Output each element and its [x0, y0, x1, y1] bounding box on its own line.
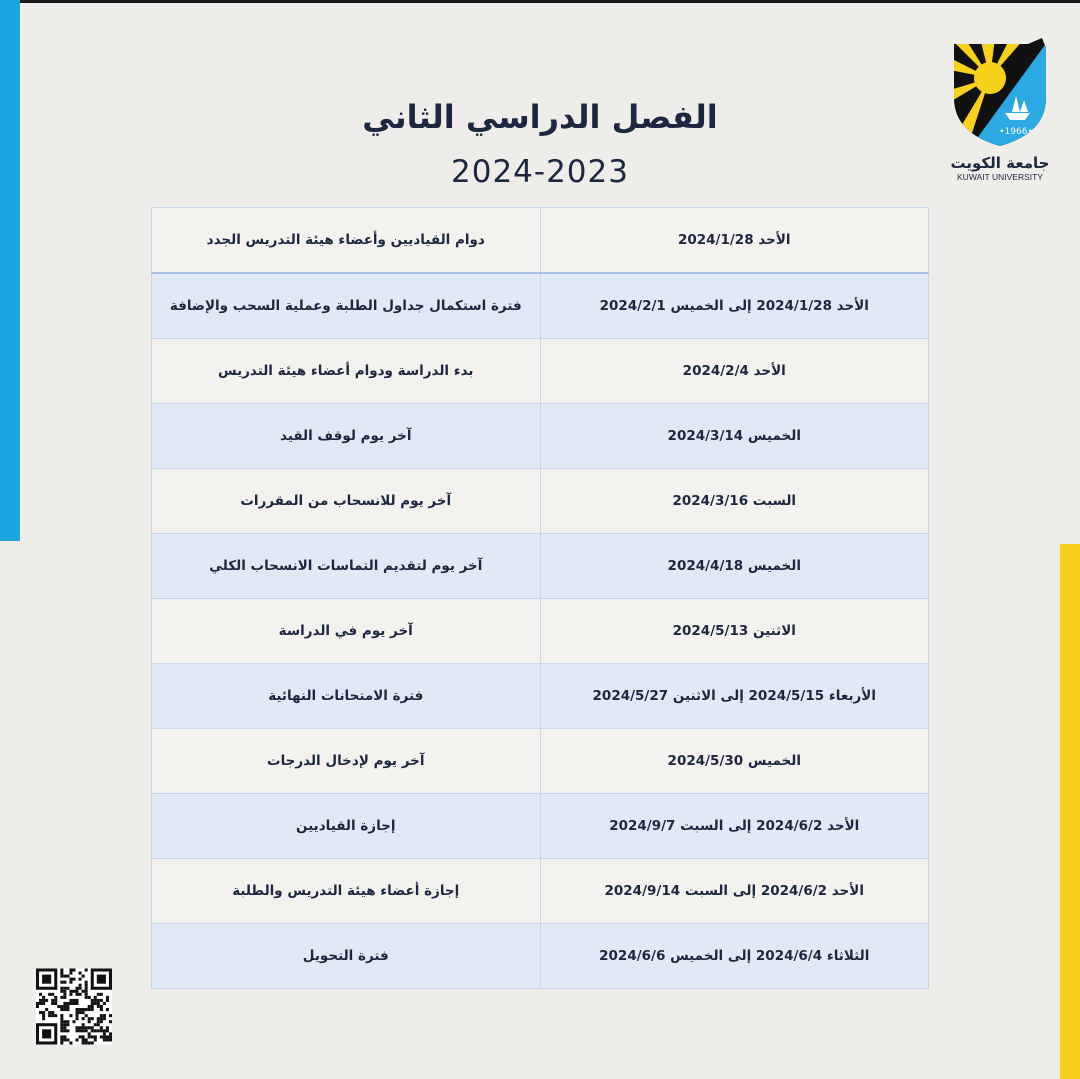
right-accent-bar: [1060, 544, 1080, 1079]
event-cell: آخر يوم للانسحاب من المقررات: [151, 468, 541, 534]
event-cell: إجازة أعضاء هيئة التدريس والطلبة: [151, 858, 541, 924]
table-row: الاثنين 2024/5/13 آخر يوم في الدراسة: [151, 598, 929, 664]
table-row: الخميس 2024/4/18 آخر يوم لتقديم التماسات …: [151, 533, 929, 599]
table-row: الأحد 2024/1/28 دوام القياديين وأعضاء هيئ…: [151, 207, 929, 274]
academic-year: 2024-2023: [451, 154, 629, 190]
event-cell: آخر يوم لتقديم التماسات الانسحاب الكلي: [151, 533, 541, 599]
table-row: الأحد 2024/2/4 بدء الدراسة ودوام أعضاء هي…: [151, 338, 929, 404]
date-cell: الأربعاء 2024/5/15 إلى الاثنين 2024/5/27: [539, 663, 929, 729]
table-row: الأحد 2024/6/2 إلى السبت 2024/9/14 إجازة …: [151, 858, 929, 924]
event-cell: آخر يوم في الدراسة: [151, 598, 541, 664]
table-row: الأربعاء 2024/5/15 إلى الاثنين 2024/5/27…: [151, 663, 929, 729]
table-row: الثلاثاء 2024/6/4 إلى الخميس 2024/6/6 فتر…: [151, 923, 929, 989]
left-accent-bar: [0, 0, 20, 541]
date-cell: الخميس 2024/5/30: [539, 728, 929, 794]
university-name-ar: جامعة الكويت: [950, 154, 1050, 172]
table-row: الأحد 2024/6/2 إلى السبت 2024/9/7 إجازة ا…: [151, 793, 929, 859]
table-row: الأحد 2024/1/28 إلى الخميس 2024/2/1 فترة …: [151, 272, 929, 339]
university-crest-icon: •1966•: [954, 38, 1046, 146]
event-cell: آخر يوم لإدخال الدرجات: [151, 728, 541, 794]
date-cell: الأحد 2024/6/2 إلى السبت 2024/9/7: [539, 793, 929, 859]
qr-code-icon: [36, 968, 112, 1045]
date-cell: الأحد 2024/1/28: [539, 207, 929, 274]
university-logo: •1966• جامعة الكويت KUWAIT UNIVERSITY: [950, 38, 1050, 182]
calendar-table: الأحد 2024/1/28 دوام القياديين وأعضاء هيئ…: [151, 207, 929, 989]
date-cell: السبت 2024/3/16: [539, 468, 929, 534]
table-row: الخميس 2024/5/30 آخر يوم لإدخال الدرجات: [151, 728, 929, 794]
page-title: الفصل الدراسي الثاني: [362, 98, 718, 136]
table-row: الخميس 2024/3/14 آخر يوم لوقف القيد: [151, 403, 929, 469]
date-cell: الأحد 2024/1/28 إلى الخميس 2024/2/1: [539, 272, 929, 339]
date-cell: الثلاثاء 2024/6/4 إلى الخميس 2024/6/6: [539, 923, 929, 989]
table-row: السبت 2024/3/16 آخر يوم للانسحاب من المقر…: [151, 468, 929, 534]
event-cell: دوام القياديين وأعضاء هيئة التدريس الجدد: [151, 207, 541, 274]
date-cell: الخميس 2024/4/18: [539, 533, 929, 599]
event-cell: بدء الدراسة ودوام أعضاء هيئة التدريس: [151, 338, 541, 404]
event-cell: فترة التحويل: [151, 923, 541, 989]
date-cell: الأحد 2024/2/4: [539, 338, 929, 404]
top-border: [0, 0, 1080, 3]
date-cell: الخميس 2024/3/14: [539, 403, 929, 469]
founded-year: •1966•: [999, 127, 1033, 137]
date-cell: الأحد 2024/6/2 إلى السبت 2024/9/14: [539, 858, 929, 924]
event-cell: فترة استكمال جداول الطلبة وعملية السحب و…: [151, 272, 541, 339]
event-cell: إجازة القياديين: [151, 793, 541, 859]
event-cell: فترة الامتحانات النهائية: [151, 663, 541, 729]
university-name-en: KUWAIT UNIVERSITY: [957, 172, 1043, 182]
date-cell: الاثنين 2024/5/13: [539, 598, 929, 664]
event-cell: آخر يوم لوقف القيد: [151, 403, 541, 469]
